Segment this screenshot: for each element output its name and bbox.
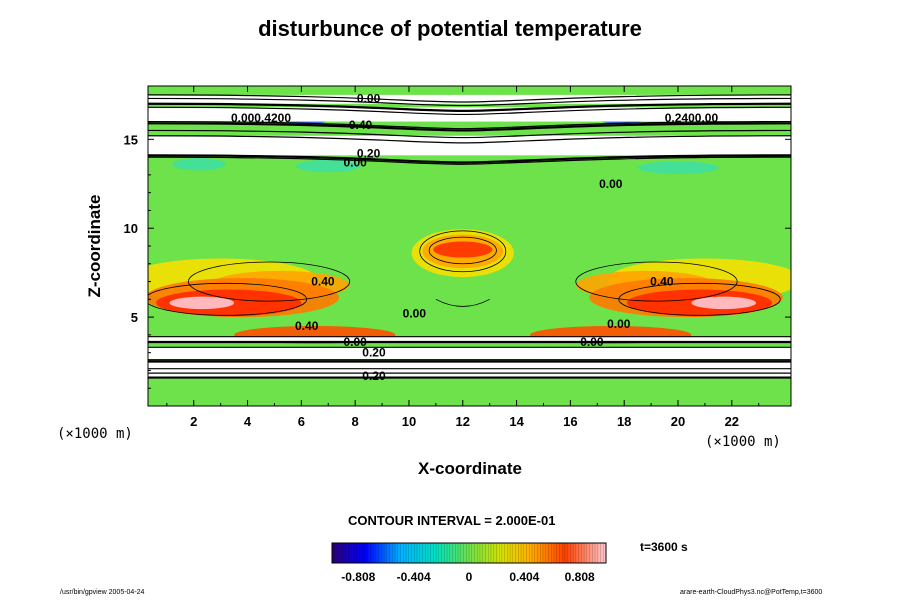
colorbar-tick-label-2: 0 (466, 570, 473, 584)
x-tick-label-4: 4 (244, 414, 252, 429)
colorbar-tick-label-0: -0.808 (341, 570, 375, 584)
y-axis-label: Z-coordinate (85, 195, 104, 298)
contour-line-14 (148, 106, 791, 116)
time-label: t=3600 s (640, 540, 688, 554)
contour-line-12 (148, 122, 791, 132)
colorbar: -0.808 -0.404 0 0.404 0.808 (331, 542, 607, 584)
saturated-band-1 (148, 347, 791, 360)
blob-center-core (433, 241, 493, 258)
saturated-band-2 (148, 336, 791, 342)
saturated-band-3 (148, 135, 791, 156)
saturated-band-0 (148, 361, 791, 378)
contour-label-7: 0.40 (311, 275, 335, 289)
blob-cool-right (637, 161, 719, 174)
colorbar-tick-label-3: 0.404 (509, 570, 539, 584)
contour-label-13: 0.00 (580, 335, 604, 349)
contour-label-0: 0.000.4200 (231, 111, 291, 125)
x-tick-label-6: 6 (298, 414, 305, 429)
x-axis-unit: (×1000 m) (705, 434, 781, 450)
x-tick-label-22: 22 (725, 414, 739, 429)
contour-label-15: 0.20 (362, 369, 386, 383)
blob-cool-mid (295, 159, 361, 173)
contour-line-16 (148, 97, 791, 107)
contour-loop-2 (148, 282, 308, 316)
contour-label-6: 0.00 (599, 177, 623, 191)
x-tick-label-12: 12 (456, 414, 470, 429)
contour-label-8: 0.40 (650, 275, 674, 289)
contour-label-9: 0.00 (403, 307, 427, 321)
contour-loop-4 (187, 261, 351, 302)
x-axis-label: X-coordinate (418, 459, 522, 478)
contour-line-11 (148, 129, 791, 139)
heatmap-field (148, 86, 791, 406)
contour-center-arc (435, 298, 490, 307)
colorbar-frame (331, 542, 607, 564)
contour-line-15 (148, 102, 791, 112)
blob-right-peak (691, 296, 757, 310)
y-tick-label-15: 15 (124, 132, 138, 147)
blob-cool-left (172, 158, 227, 171)
saturated-band-5 (148, 94, 791, 104)
contour-loop-5 (575, 261, 738, 302)
colorbar-tick-label-4: 0.808 (565, 570, 595, 584)
contour-line-9 (148, 154, 791, 164)
y-axis-unit: (×1000 m) (57, 426, 133, 442)
x-tick-label-2: 2 (190, 414, 197, 429)
y-tick-label-5: 5 (131, 310, 138, 325)
contour-loop-3 (618, 282, 781, 316)
blob-left-peak (169, 296, 235, 310)
contour-line-8 (148, 156, 791, 165)
contour-label-1: 0.2400.00 (665, 111, 719, 125)
x-tick-label-14: 14 (509, 414, 524, 429)
contour-interval-label: CONTOUR INTERVAL = 2.000E-01 (348, 513, 556, 528)
chart-title: disturbunce of potential temperature (258, 16, 642, 41)
footer-source: arare-earth-CloudPhys3.nc@PotTemp,t=3600 (680, 589, 823, 596)
contour-label-14: 0.20 (362, 346, 386, 360)
x-tick-label-16: 16 (563, 414, 577, 429)
contour-line-13 (148, 120, 791, 130)
contour-label-5: 0.00 (343, 155, 367, 169)
contour-label-10: 0.40 (295, 319, 319, 333)
contour-loop-0 (419, 230, 507, 273)
contour-label-11: 0.00 (343, 335, 367, 349)
contour-label-4: 0.20 (357, 147, 381, 161)
footer-command: /usr/bin/gpview 2005-04-24 (60, 589, 145, 596)
contour-line-17 (148, 94, 791, 103)
x-tick-label-8: 8 (352, 414, 359, 429)
x-tick-label-20: 20 (671, 414, 685, 429)
y-tick-label-10: 10 (124, 221, 138, 236)
x-tick-label-10: 10 (402, 414, 416, 429)
contour-label-2: 0.40 (349, 118, 373, 132)
contour-line-10 (148, 135, 791, 144)
x-tick-label-18: 18 (617, 414, 631, 429)
contour-label-12: 0.00 (607, 317, 631, 331)
contour-label-3: 0.00 (357, 91, 381, 105)
contour-loop-1 (428, 236, 497, 265)
colorbar-tick-label-1: -0.404 (397, 570, 431, 584)
